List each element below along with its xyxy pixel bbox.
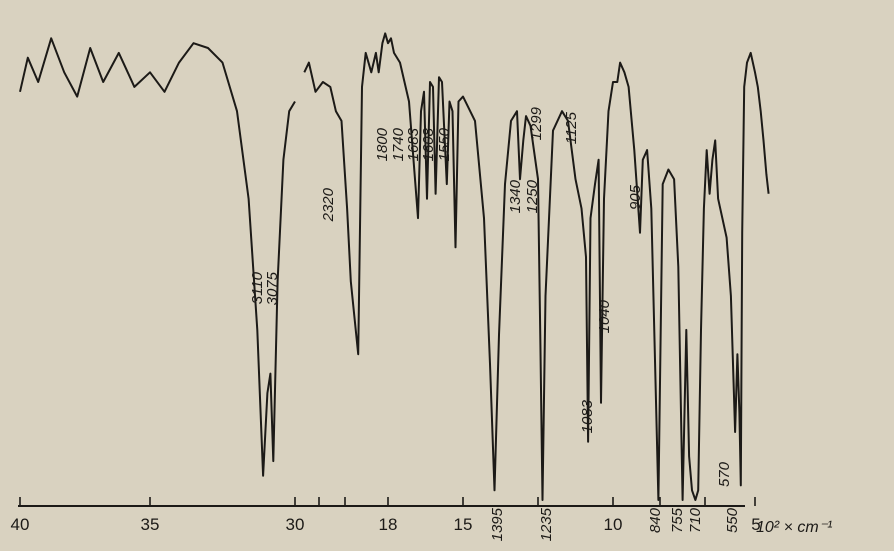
x-axis-tick-label: 5	[751, 515, 760, 534]
peak-label: 570	[716, 461, 733, 487]
peak-label: 1550	[436, 127, 453, 161]
x-axis-tick-label: 18	[379, 515, 398, 534]
peak-label: 1235	[538, 507, 555, 541]
peak-label: 1299	[528, 106, 545, 140]
peak-label: 1040	[596, 299, 613, 333]
peak-label: 1608	[420, 127, 437, 161]
peak-label: 840	[647, 507, 664, 533]
peak-label: 1340	[507, 179, 524, 213]
peak-label: 1395	[489, 507, 506, 541]
peak-label: 905	[627, 184, 644, 210]
peak-label: 710	[687, 507, 704, 533]
peak-label: 3110	[249, 271, 266, 304]
peak-label: 550	[724, 507, 741, 533]
x-axis: 40 35 30 18 15 10 5	[11, 497, 761, 534]
x-axis-tick-label: 10	[604, 515, 623, 534]
spectrum-trace-segment	[19, 37, 296, 477]
x-axis-tick-label: 40	[11, 515, 30, 534]
peak-label: 755	[669, 507, 686, 533]
peak-label: 2320	[320, 187, 337, 222]
x-axis-tick-label: 15	[454, 515, 473, 534]
spectrum-trace-layer	[19, 32, 770, 501]
peak-label: 3075	[264, 271, 281, 305]
x-axis-tick-label: 35	[141, 515, 160, 534]
peak-label: 1083	[579, 399, 596, 433]
peak-label: 1800	[374, 127, 391, 161]
peak-label: 1740	[390, 127, 407, 161]
peak-label: 1683	[405, 127, 422, 161]
x-axis-tick-label: 30	[286, 515, 305, 534]
x-axis-unit-label: 10² × cm⁻¹	[756, 519, 832, 536]
peak-label: 1125	[563, 111, 580, 144]
spectrum-trace-segment	[303, 32, 770, 501]
peak-label: 1250	[524, 179, 541, 213]
